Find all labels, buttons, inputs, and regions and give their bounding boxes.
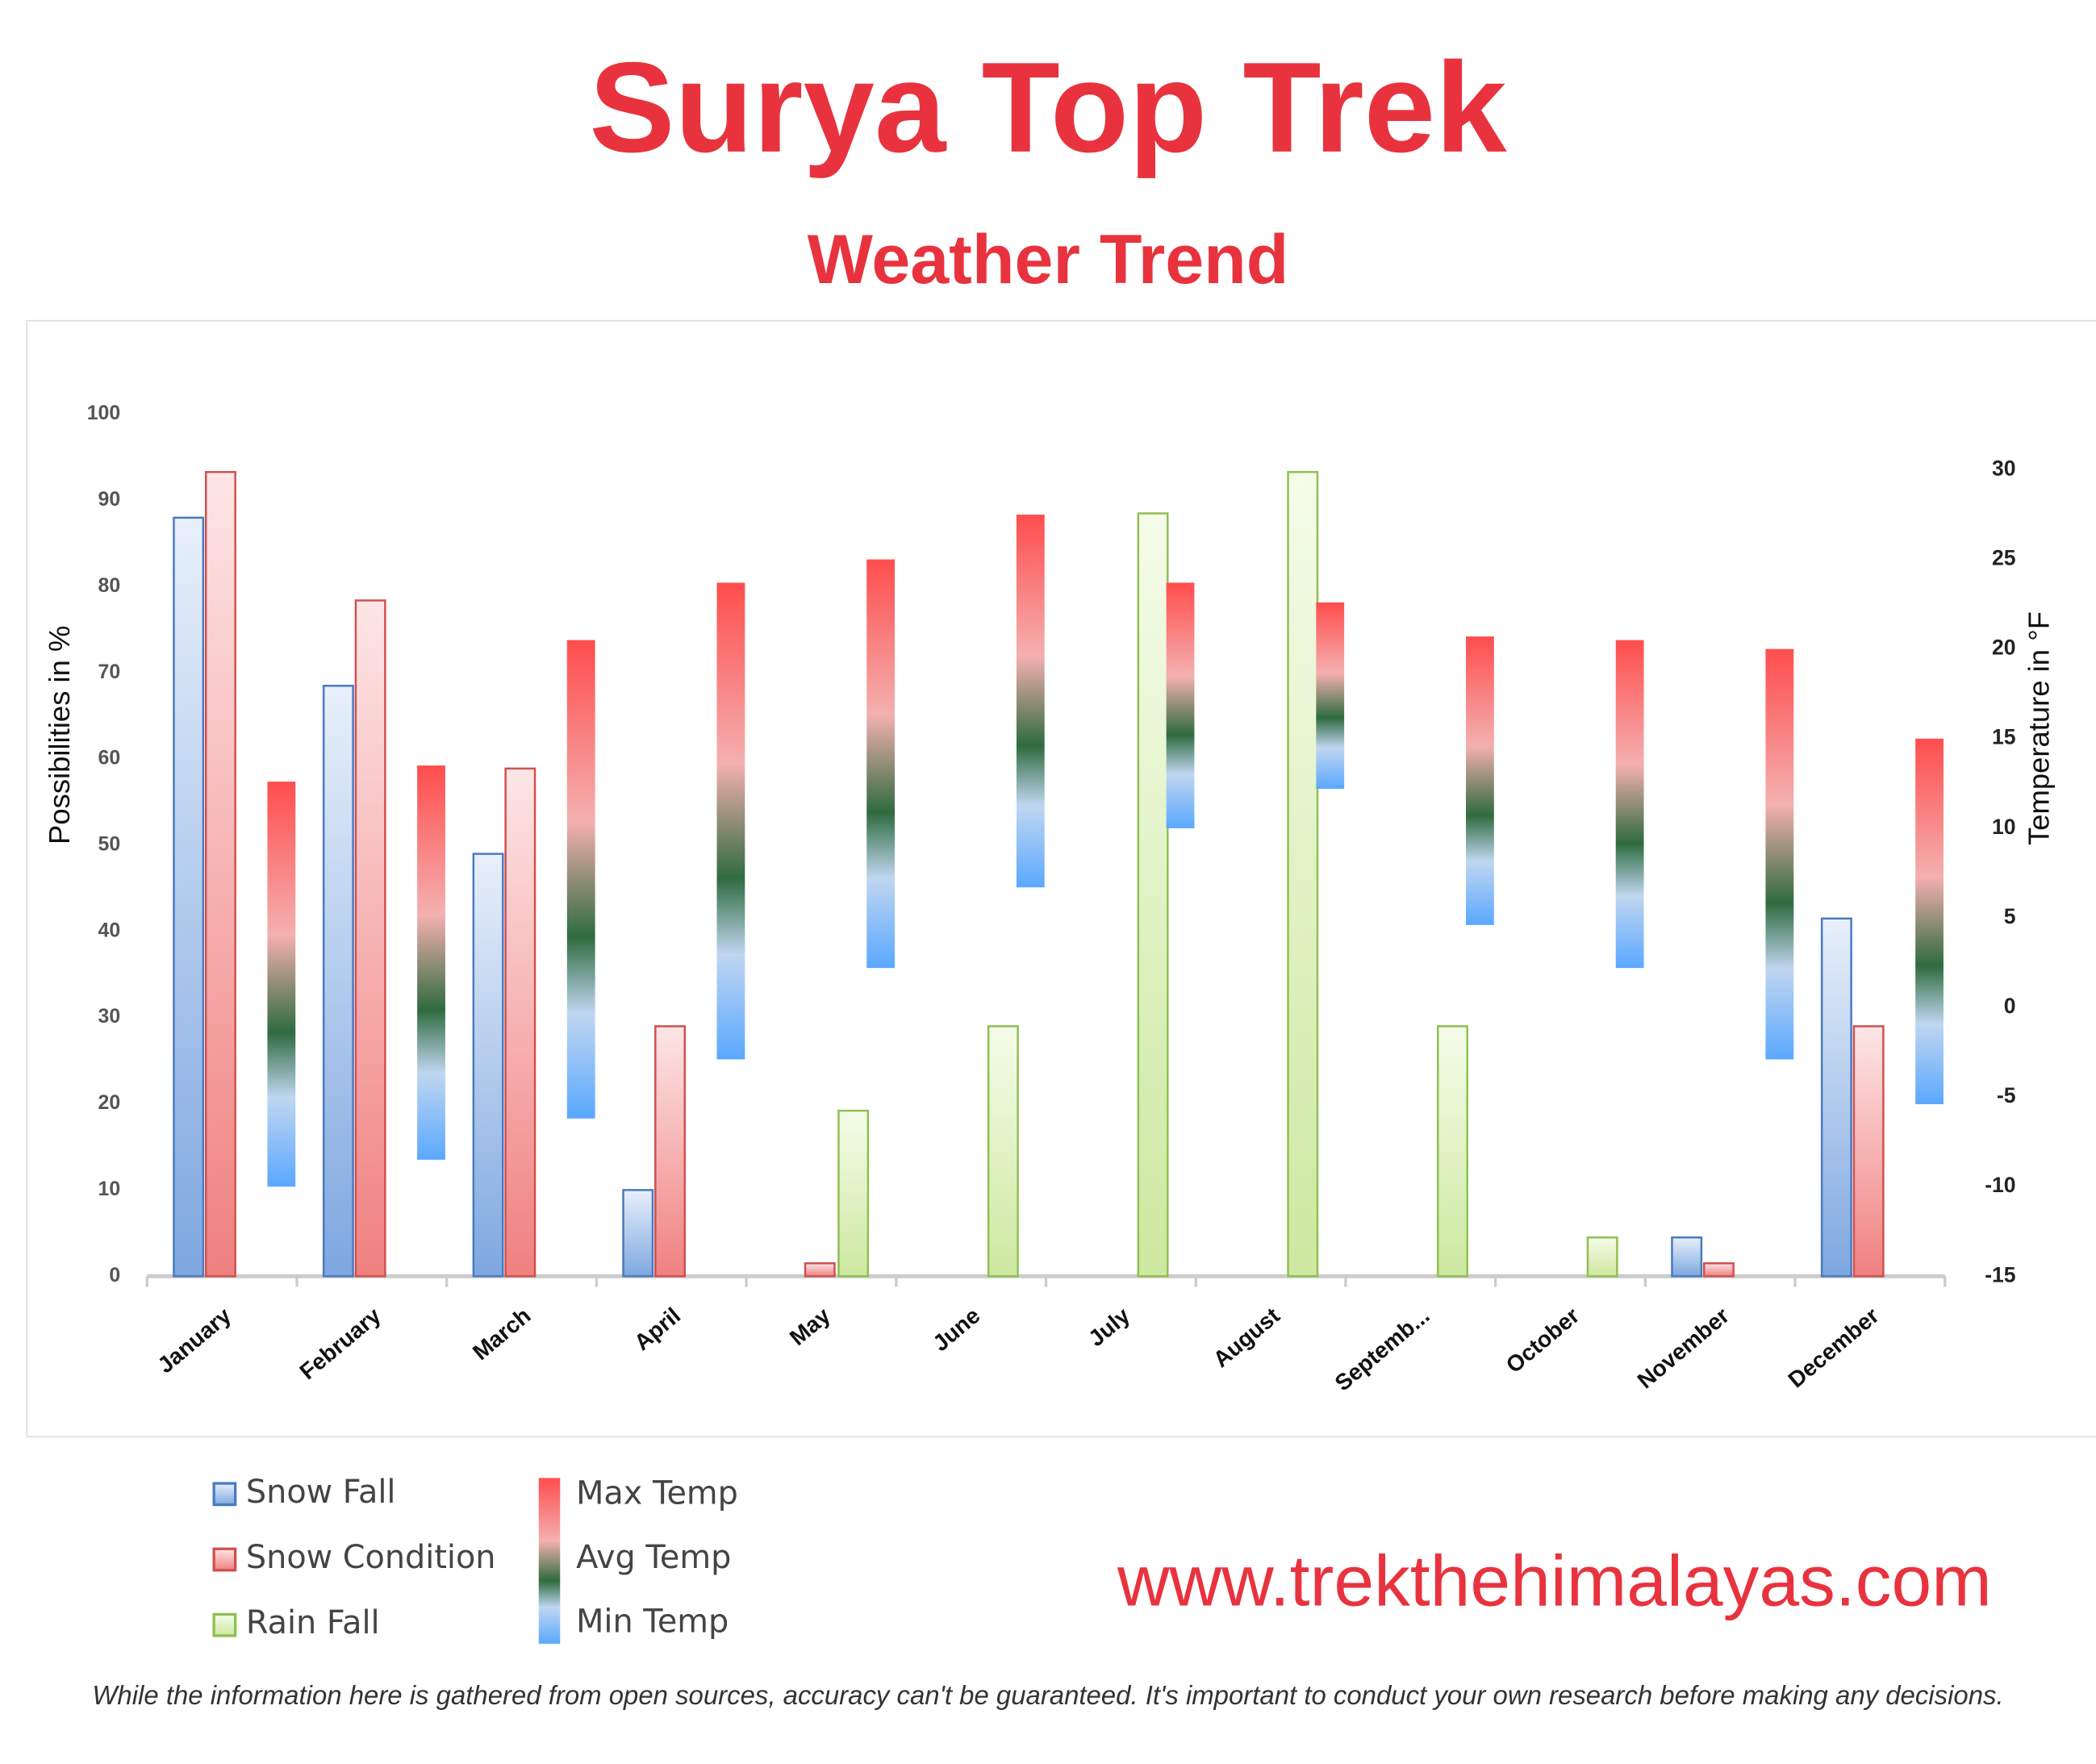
bar [1702,1261,1735,1278]
y-tick-label: 90 [98,489,121,511]
bar [654,1025,687,1278]
bar [504,767,537,1278]
y-tick-label: 10 [98,1178,121,1200]
temperature-range-bar [566,640,595,1119]
bar [1586,1236,1618,1278]
temperature-range-bar [1316,602,1345,789]
plot-frame [26,319,2096,1437]
y-tick-label: 80 [98,575,121,597]
legend-label: Max Temp [576,1474,738,1512]
x-tick-label: August [1209,1303,1285,1372]
bar [1852,1025,1885,1278]
temperature-range-bar [267,782,296,1187]
bar [354,599,386,1278]
bar [622,1189,654,1278]
x-tick-label: March [468,1303,535,1365]
website: www.trekthehimalayas.com [1117,1540,1992,1620]
y-tick-label: 30 [98,1006,121,1028]
bar [1671,1236,1703,1278]
x-tick-label: Septemb... [1330,1303,1434,1395]
y-tick-label: 20 [98,1092,121,1114]
temperature-range-bar [1765,648,1794,1060]
y-tick-label: 50 [98,834,121,856]
y2-tick-label: -15 [1985,1262,2015,1287]
y2-tick-label: 20 [1992,636,2015,660]
bar [204,470,236,1278]
x-tick-label: October [1501,1303,1585,1378]
x-tick-label: April [629,1303,685,1355]
y-tick-label: 70 [98,661,121,683]
legend-swatch [212,1482,237,1507]
temperature-range-bar [1466,636,1494,925]
x-tick-label: February [295,1303,386,1384]
temperature-range-bar [716,582,745,1060]
disclaimer: While the information here is gathered f… [92,1681,2003,1711]
legend-swatch [212,1547,237,1572]
y2-tick-label: 25 [1992,546,2015,570]
y2-axis-title: Temperature in °F [2023,611,2056,845]
temperature-range-bar [1615,640,1644,969]
bar [1820,917,1852,1278]
x-tick-label: January [152,1303,236,1378]
legend-label: Snow Condition [246,1539,496,1576]
y2-tick-label: -5 [1997,1083,2016,1107]
bar [472,853,504,1278]
bar [1287,470,1319,1278]
bar [173,516,205,1278]
legend-label: Snow Fall [246,1474,396,1511]
bar [987,1025,1019,1278]
legend-swatch [538,1478,561,1644]
y-tick-label: 40 [98,920,121,941]
y-tick-label: 60 [98,748,121,769]
temperature-range-bar [1915,738,1944,1104]
legend-label: Min Temp [576,1603,729,1641]
temperature-range-bar [866,559,896,969]
x-tick-label: November [1633,1303,1734,1393]
x-tick-label: May [785,1303,835,1350]
bar [1436,1025,1468,1278]
bar [804,1261,836,1278]
y2-tick-label: -10 [1985,1173,2015,1197]
temperature-range-bar [1016,515,1045,888]
x-tick-label: June [928,1303,984,1356]
bar [1137,512,1169,1278]
y-tick-label: 100 [87,402,120,424]
y2-tick-label: 15 [1992,725,2015,749]
legend-label: Avg Temp [576,1539,731,1576]
chart-subtitle: Weather Trend [808,221,1289,298]
legend-swatch [212,1612,237,1637]
legend-label: Rain Fall [246,1604,380,1641]
bar [322,684,354,1278]
y-tick-label: 0 [109,1265,120,1287]
x-tick-label: December [1784,1303,1884,1392]
y2-tick-label: 10 [1992,815,2015,839]
y2-tick-label: 0 [2004,994,2016,1018]
bar [837,1109,870,1278]
y-axis-title: Possibilities in % [43,626,76,844]
y2-tick-label: 5 [2004,904,2016,928]
temperature-range-bar [417,765,445,1160]
y2-tick-label: 30 [1992,456,2015,480]
temperature-range-bar [1166,582,1195,828]
x-tick-label: July [1083,1303,1134,1351]
chart-title: Surya Top Trek [589,35,1507,179]
